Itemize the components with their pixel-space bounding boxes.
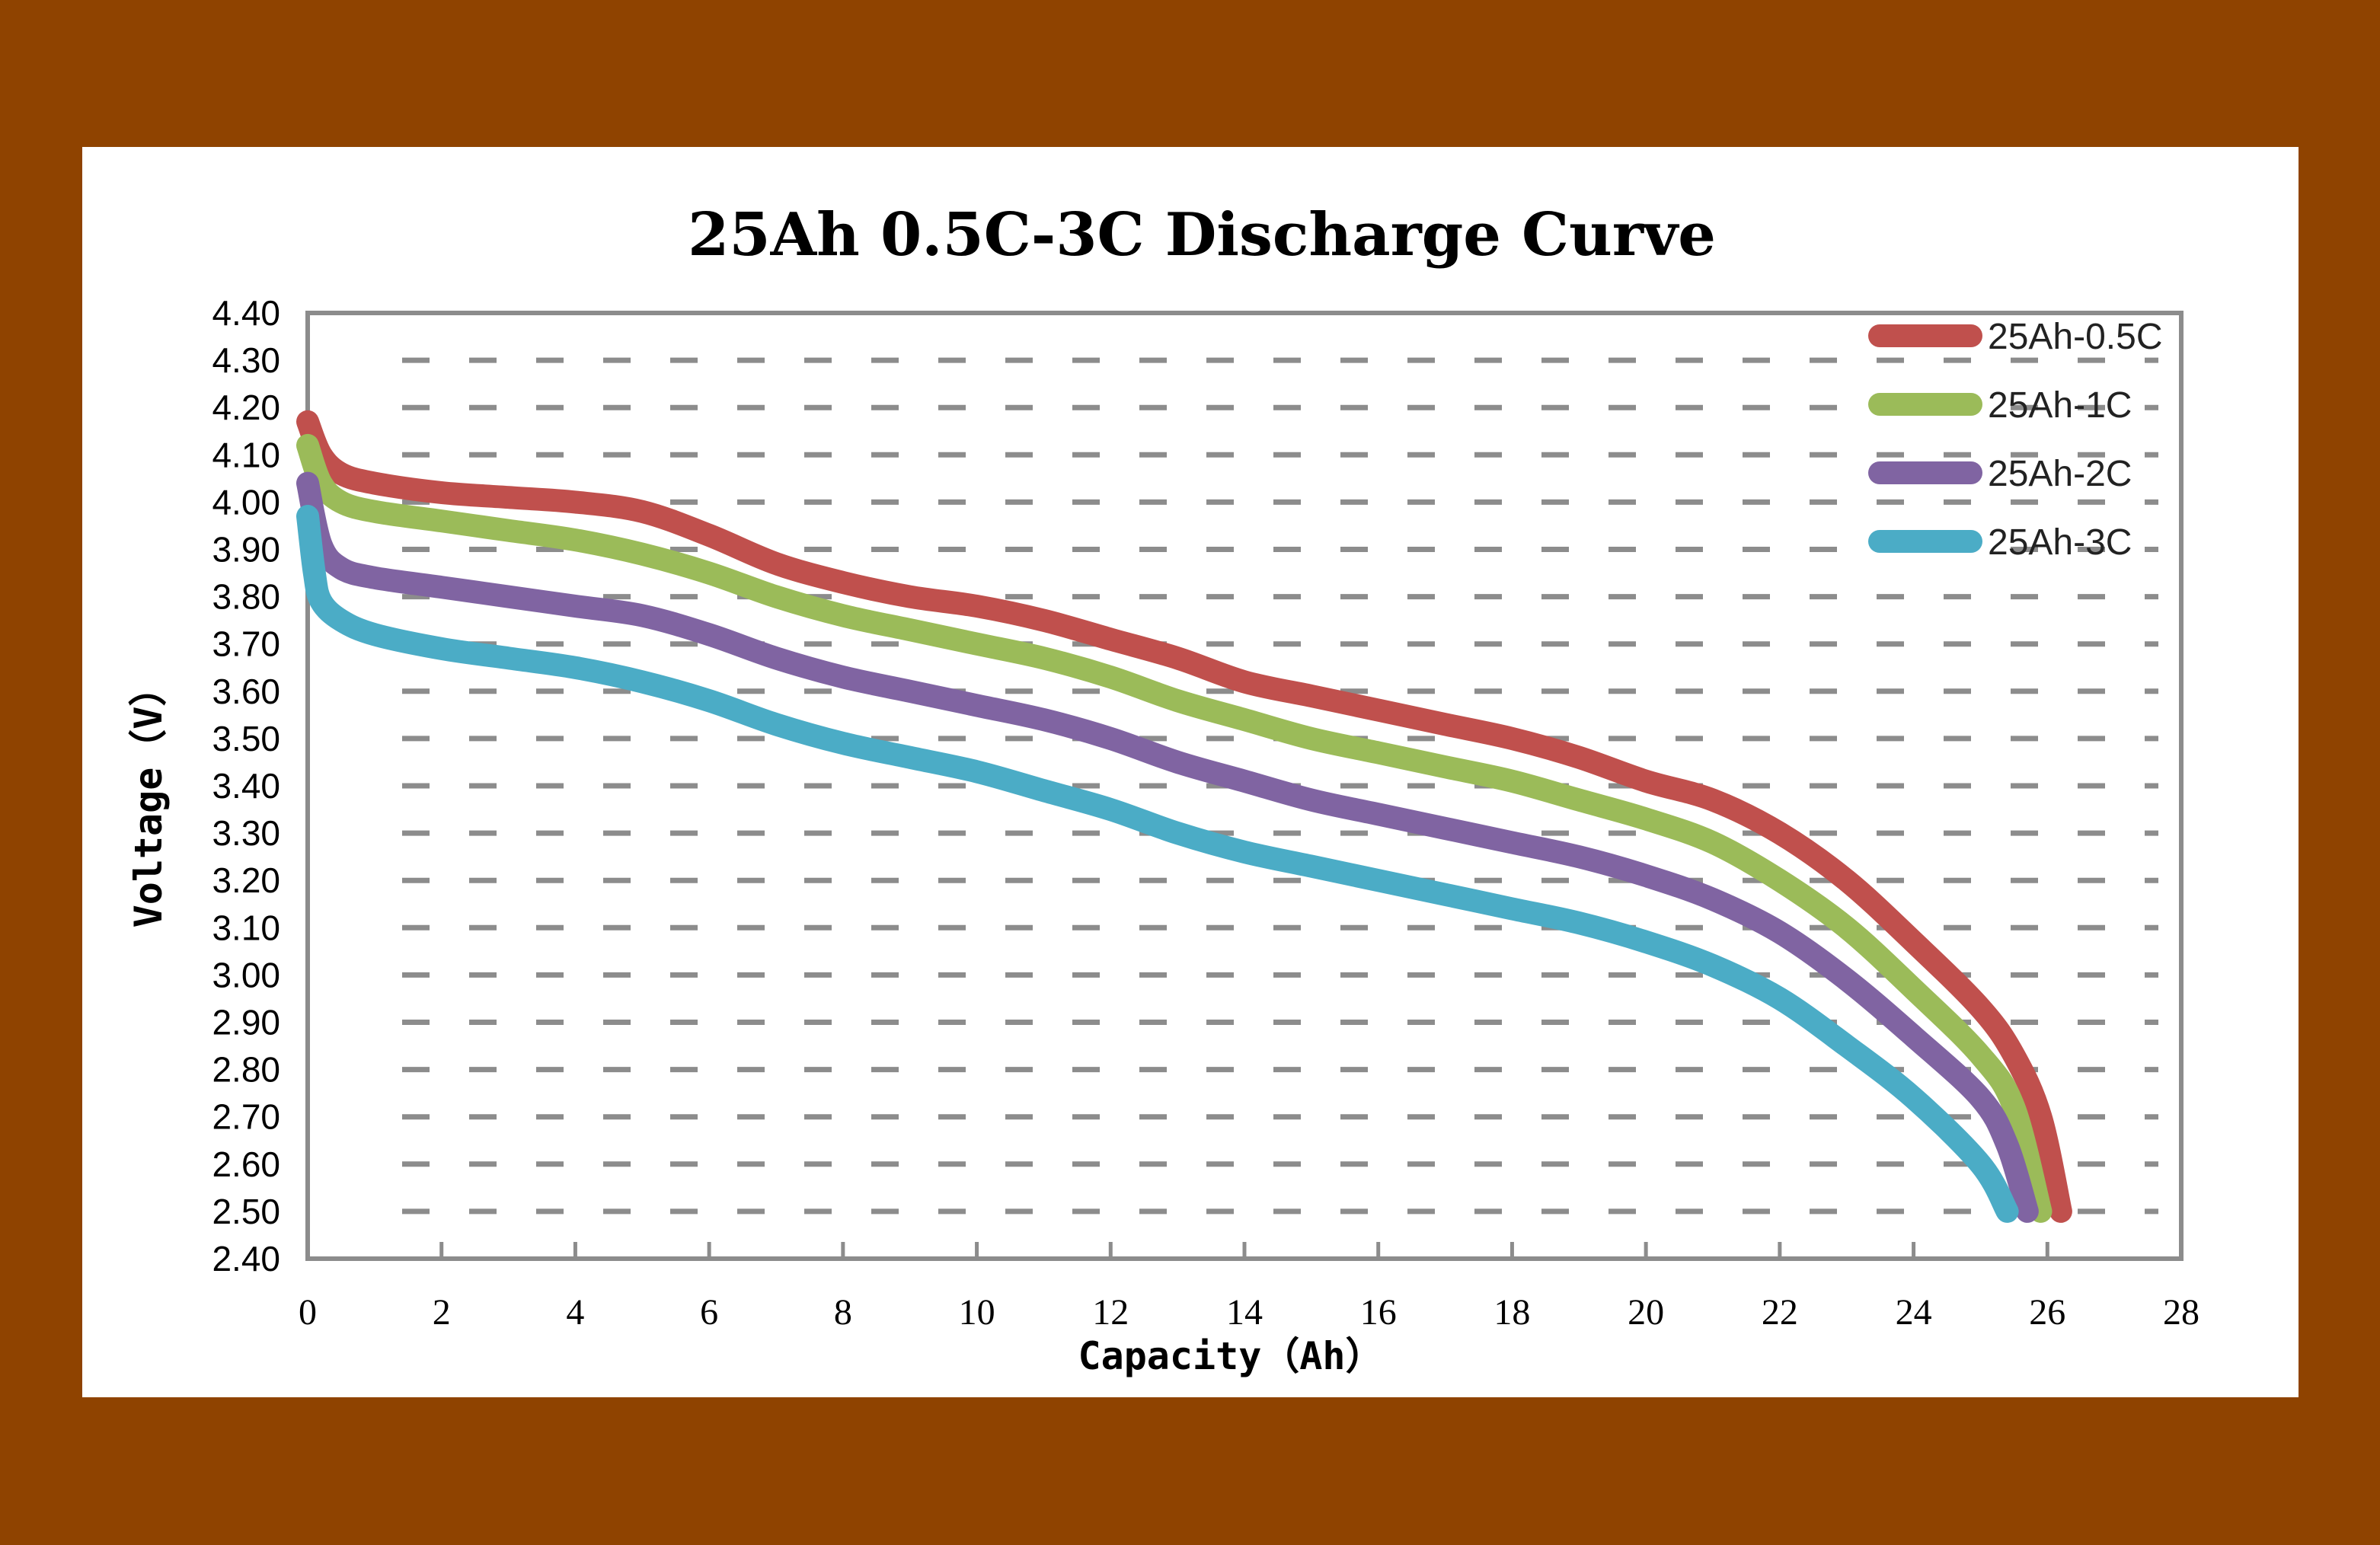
y-tick-label: 3.40 (212, 766, 280, 806)
y-tick-label: 3.70 (212, 624, 280, 664)
y-tick-label: 3.30 (212, 813, 280, 853)
legend-label: 25Ah-3C (1988, 522, 2132, 563)
chart-panel: 25Ah 0.5C-3C Discharge Curve 2.40 2.50 2.6… (82, 147, 2299, 1397)
y-tick-label: 4.30 (212, 340, 280, 380)
y-tick-label: 3.20 (212, 860, 280, 900)
x-tick-label: 12 (1092, 1292, 1129, 1333)
y-tick-label: 4.10 (212, 435, 280, 474)
x-tick-label: 16 (1360, 1292, 1397, 1333)
series-line-25ah-3c (296, 505, 2019, 1223)
y-tick-label: 2.50 (212, 1192, 280, 1231)
legend: 25Ah-0.5C 25Ah-1C 25Ah-2C 25Ah-3C (1868, 317, 2162, 563)
y-tick-label: 2.40 (212, 1239, 280, 1278)
chart-title: 25Ah 0.5C-3C Discharge Curve (688, 200, 1716, 270)
y-tick-label: 3.00 (212, 955, 280, 994)
y-tick-label: 4.00 (212, 482, 280, 522)
x-tick-label: 6 (700, 1292, 718, 1333)
y-tick-label: 3.60 (212, 672, 280, 711)
x-tick-label: 24 (1896, 1292, 1932, 1333)
series-line-25ah-1c (296, 433, 2053, 1223)
y-tick-label: 2.70 (212, 1097, 280, 1137)
x-tick-label: 28 (2163, 1292, 2200, 1333)
x-tick-label: 20 (1628, 1292, 1664, 1333)
x-tick-label: 2 (433, 1292, 451, 1333)
discharge-chart: 25Ah 0.5C-3C Discharge Curve 2.40 2.50 2.6… (126, 200, 2200, 1378)
y-tick-label: 2.60 (212, 1144, 280, 1184)
legend-label: 25Ah-0.5C (1988, 317, 2162, 357)
axis-ticks: 2.40 2.50 2.60 2.70 2.80 2.90 3.00 3.10 3.20 3.30… (212, 293, 2200, 1333)
y-tick-label: 2.90 (212, 1003, 280, 1042)
series-line-25ah-0-5c (296, 410, 2072, 1223)
y-tick-label: 3.50 (212, 719, 280, 758)
y-tick-label: 4.40 (212, 293, 280, 333)
y-tick-label: 3.10 (212, 908, 280, 947)
x-tick-label: 14 (1226, 1292, 1263, 1333)
y-tick-label: 3.80 (212, 577, 280, 617)
x-tick-label: 26 (2029, 1292, 2065, 1333)
x-axis-label: Capacity（Ah） (1078, 1334, 1383, 1378)
grid-lines (402, 357, 2158, 1215)
x-tick-label: 18 (1493, 1292, 1530, 1333)
y-tick-label: 4.20 (212, 388, 280, 427)
y-tick-label: 3.90 (212, 530, 280, 570)
legend-label: 25Ah-1C (1988, 385, 2132, 426)
series-lines (296, 410, 2072, 1223)
y-tick-label: 2.80 (212, 1050, 280, 1090)
x-tick-label: 8 (834, 1292, 852, 1333)
x-tick-label: 22 (1762, 1292, 1798, 1333)
y-axis-label: Voltage（V） (126, 669, 171, 928)
x-tick-label: 0 (299, 1292, 317, 1333)
x-tick-label: 4 (566, 1292, 584, 1333)
x-tick-label: 10 (959, 1292, 995, 1333)
series-line-25ah-2c (296, 471, 2039, 1223)
legend-label: 25Ah-2C (1988, 454, 2132, 494)
